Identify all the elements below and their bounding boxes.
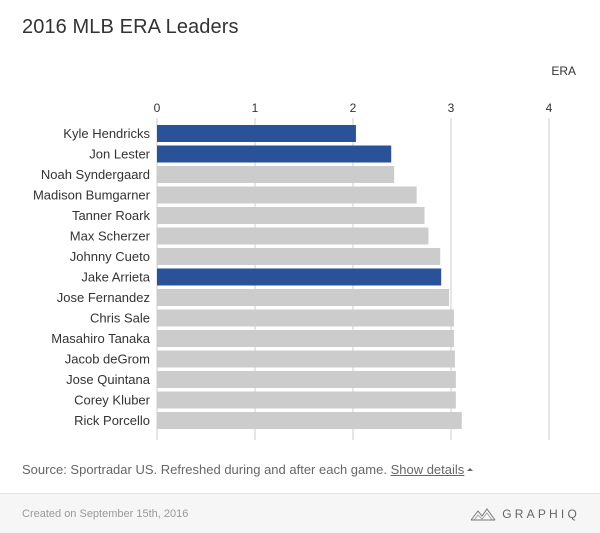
bar[interactable]: [157, 391, 456, 409]
category-label: Max Scherzer: [70, 229, 151, 244]
category-label: Johnny Cueto: [70, 249, 150, 264]
category-labels: Kyle Hendricks Jon Lester Noah Syndergaard…: [33, 126, 151, 428]
bar[interactable]: [157, 186, 417, 204]
bar[interactable]: [157, 371, 456, 388]
chart-title: 2016 MLB ERA Leaders: [22, 16, 239, 38]
x-axis-ticks: 0 1 2 3 4: [154, 101, 553, 115]
source-note: Source: Sportradar US. Refreshed during …: [22, 462, 474, 477]
bar[interactable]: [157, 145, 392, 163]
category-label: Masahiro Tanaka: [51, 331, 151, 346]
caret-up-icon: [467, 468, 474, 471]
category-label: Jose Fernandez: [57, 290, 150, 305]
brand-name: GRAPHIQ: [502, 507, 580, 521]
category-label: Noah Syndergaard: [41, 167, 150, 182]
era-bar-chart: 0 1 2 3 4 Kyle Hendricks Jon Lester Noah Synde…: [33, 64, 576, 440]
x-axis-label: ERA: [551, 64, 576, 78]
category-label: Jacob deGrom: [65, 352, 150, 367]
source-text: Source: Sportradar US. Refreshed during …: [22, 462, 387, 477]
category-label: Jose Quintana: [66, 372, 151, 387]
category-label: Kyle Hendricks: [63, 126, 150, 141]
bar[interactable]: [157, 350, 455, 368]
bar[interactable]: [157, 207, 425, 224]
x-tick-label: 4: [546, 101, 553, 115]
x-tick-label: 2: [350, 101, 357, 115]
bar[interactable]: [157, 125, 356, 142]
category-label: Chris Sale: [90, 311, 150, 326]
bar[interactable]: [157, 309, 454, 327]
footer: Created on September 15th, 2016 GRAPHIQ: [0, 493, 600, 533]
show-details-label: Show details: [390, 462, 465, 477]
bar[interactable]: [157, 268, 442, 286]
category-label: Corey Kluber: [74, 393, 151, 408]
x-tick-label: 1: [252, 101, 259, 115]
bar[interactable]: [157, 412, 462, 429]
created-date: Created on September 15th, 2016: [22, 508, 189, 520]
bar[interactable]: [157, 227, 429, 245]
graphiq-logo[interactable]: GRAPHIQ: [470, 504, 580, 524]
category-label: Madison Bumgarner: [33, 188, 151, 203]
bar[interactable]: [157, 289, 450, 306]
category-label: Tanner Roark: [72, 208, 151, 223]
category-label: Rick Porcello: [74, 413, 150, 428]
bars: [157, 125, 462, 429]
category-label: Jake Arrieta: [81, 270, 150, 285]
x-tick-label: 3: [448, 101, 455, 115]
bar[interactable]: [157, 248, 441, 265]
graphiq-mountain-icon: [470, 508, 496, 521]
x-tick-label: 0: [154, 101, 161, 115]
show-details-link[interactable]: Show details: [391, 462, 474, 477]
category-label: Jon Lester: [89, 147, 150, 162]
bar[interactable]: [157, 166, 395, 183]
bar[interactable]: [157, 330, 454, 347]
